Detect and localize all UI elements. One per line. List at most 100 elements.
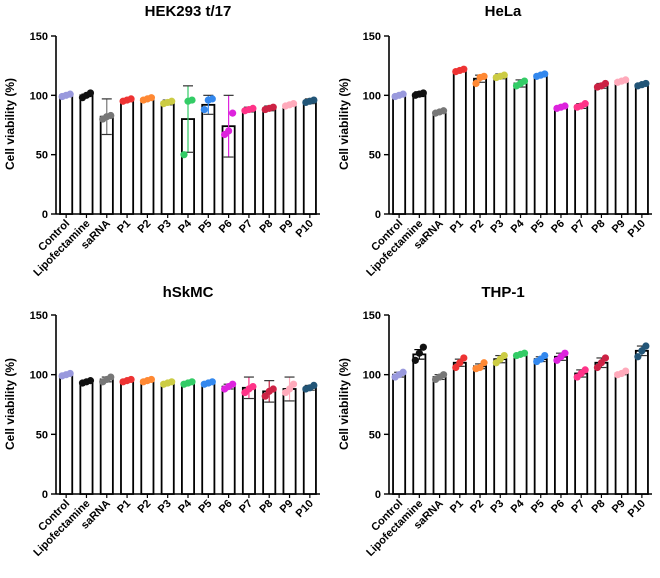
- data-point: [399, 90, 407, 98]
- data-point: [168, 97, 176, 105]
- data-point: [476, 363, 484, 372]
- bar-p10: [634, 83, 649, 215]
- data-point: [439, 371, 448, 379]
- bar-p8: [594, 84, 609, 215]
- bar-control: [59, 373, 74, 495]
- data-point: [480, 72, 488, 80]
- data-point: [289, 380, 298, 388]
- bar-p2: [473, 77, 488, 215]
- x-tick-label: P9: [610, 498, 628, 516]
- y-tick-label: 0: [375, 209, 381, 221]
- bar-p7: [574, 105, 589, 215]
- panel-thp1: THP-1 Cell viability (%) 050100150Contro…: [337, 284, 652, 559]
- y-tick-label: 100: [30, 370, 48, 382]
- data-point: [597, 359, 606, 367]
- bar-p3: [493, 358, 508, 495]
- data-point: [419, 89, 427, 97]
- data-point: [147, 375, 155, 384]
- data-point: [249, 104, 257, 112]
- x-tick-label: P7: [237, 218, 255, 236]
- x-tick-label: P3: [156, 218, 174, 236]
- x-tick-label: P6: [217, 498, 235, 516]
- bar-p2: [140, 379, 155, 495]
- bar-p6: [553, 106, 568, 215]
- x-tick-label: P10: [294, 498, 316, 520]
- x-tick-label: P2: [468, 498, 486, 516]
- y-axis-label: Cell viability (%): [3, 358, 17, 450]
- data-point: [310, 381, 318, 390]
- x-tick-label: P7: [237, 498, 255, 516]
- data-point: [622, 76, 630, 84]
- x-tick-label: P4: [509, 497, 528, 516]
- data-point: [561, 349, 569, 357]
- bar-lipofectamine: [79, 380, 94, 495]
- data-point: [229, 109, 237, 117]
- bar-p5: [533, 358, 548, 495]
- bar-sarna: [432, 376, 447, 495]
- data-point: [188, 378, 196, 386]
- bar-p9: [614, 80, 629, 215]
- data-point: [180, 151, 188, 159]
- x-tick-label: P2: [135, 498, 153, 516]
- data-point: [500, 71, 508, 79]
- y-axis-label: Cell viability (%): [337, 358, 351, 450]
- data-point: [452, 363, 460, 372]
- panel-title: hSkMC: [163, 284, 214, 301]
- y-tick-label: 100: [363, 370, 381, 382]
- data-point: [411, 356, 419, 364]
- bar-p7: [574, 372, 589, 495]
- data-point: [249, 383, 257, 391]
- x-tick-label: P8: [257, 218, 275, 236]
- bar-p9: [282, 388, 297, 495]
- data-point: [188, 96, 196, 104]
- y-tick-label: 100: [30, 90, 48, 102]
- bar-p3: [493, 75, 508, 215]
- x-tick-label: P1: [448, 498, 466, 516]
- bar-p1: [120, 379, 135, 495]
- data-point: [581, 100, 589, 108]
- bar-p1: [452, 361, 467, 495]
- data-point: [285, 385, 294, 393]
- bar-p10: [302, 386, 317, 495]
- data-point: [419, 343, 427, 351]
- x-tick-label: P6: [549, 218, 567, 236]
- bar-p4: [181, 382, 195, 495]
- x-tick-label: P7: [569, 218, 587, 236]
- panel-title: HeLa: [485, 3, 522, 20]
- data-point: [472, 79, 480, 88]
- bar-p10: [302, 100, 317, 215]
- y-tick-label: 150: [363, 310, 381, 322]
- y-tick-label: 100: [363, 90, 381, 102]
- data-point: [480, 359, 488, 367]
- data-point: [520, 349, 529, 357]
- bar-lipofectamine: [79, 94, 94, 215]
- data-point: [208, 95, 216, 103]
- data-point: [208, 378, 216, 386]
- x-tick-label: P5: [529, 218, 547, 236]
- x-tick-label: P2: [135, 218, 153, 236]
- y-axis-label: Cell viability (%): [337, 78, 351, 170]
- x-tick-label: P5: [196, 498, 214, 516]
- data-point: [229, 380, 237, 388]
- data-point: [601, 354, 610, 362]
- data-point: [200, 105, 208, 114]
- data-point: [147, 94, 155, 102]
- x-tick-label: P6: [549, 498, 567, 516]
- data-point: [269, 385, 277, 393]
- data-point: [500, 351, 508, 360]
- data-point: [107, 111, 115, 120]
- y-tick-label: 0: [375, 489, 381, 501]
- data-point: [581, 366, 589, 374]
- bar-lipofectamine: [412, 93, 427, 215]
- y-axis-label: Cell viability (%): [3, 78, 17, 170]
- bar-control: [392, 373, 407, 495]
- y-tick-label: 150: [30, 31, 48, 43]
- x-tick-label: P1: [448, 218, 466, 236]
- y-tick-label: 50: [369, 150, 381, 162]
- y-tick-label: 50: [36, 429, 48, 441]
- data-point: [634, 353, 642, 361]
- data-point: [107, 373, 115, 381]
- data-point: [601, 79, 610, 88]
- bar-sarna: [99, 378, 114, 495]
- data-point: [225, 127, 233, 135]
